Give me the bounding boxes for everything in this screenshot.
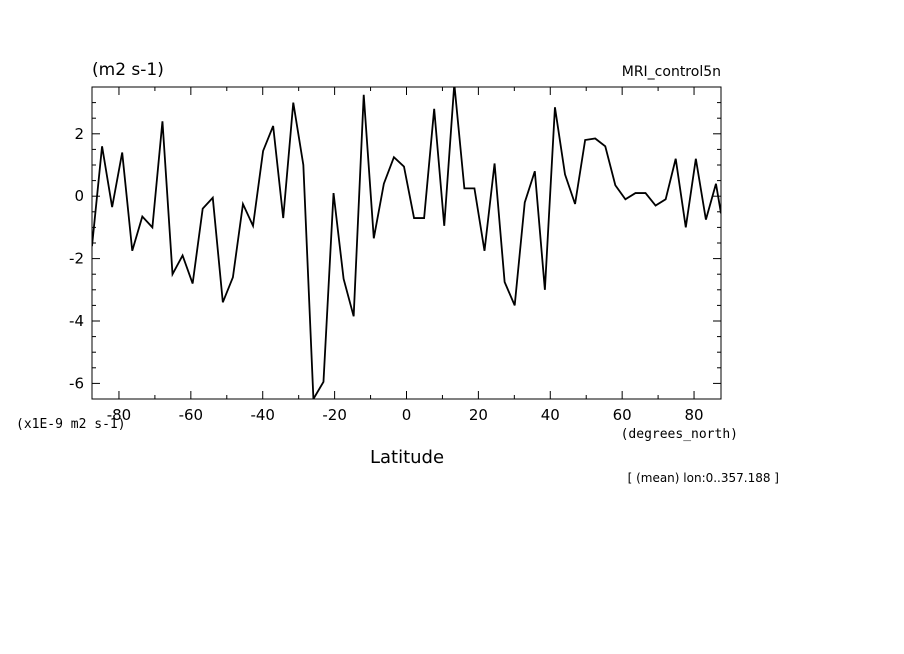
footnote-annotation: [ (mean) lon:0..357.188 ] (628, 471, 779, 485)
x-tick-label: 80 (684, 406, 703, 424)
x-tick-label: 20 (469, 406, 488, 424)
y-scale-label: (x1E-9 m2 s-1) (16, 417, 126, 432)
x-tick-label: -40 (250, 406, 275, 424)
x-tick-label: -60 (179, 406, 204, 424)
y-tick-label: -2 (69, 250, 84, 268)
y-tick-label: -4 (69, 312, 84, 330)
y-tick-label: 2 (74, 125, 84, 143)
dataset-label: MRI_control5n (622, 64, 721, 80)
y-tick-label: -6 (69, 374, 84, 392)
x-tick-label: -80 (107, 406, 132, 424)
x-tick-label: -20 (322, 406, 347, 424)
x-tick-label: 60 (613, 406, 632, 424)
y-tick-label: 0 (74, 187, 84, 205)
x-axis-label: Latitude (370, 447, 444, 468)
y-unit-label: (m2 s-1) (92, 60, 164, 80)
x-unit-label: (degrees_north) (621, 427, 738, 442)
series-line (92, 87, 721, 399)
x-tick-label: 0 (402, 406, 412, 424)
x-tick-label: 40 (541, 406, 560, 424)
